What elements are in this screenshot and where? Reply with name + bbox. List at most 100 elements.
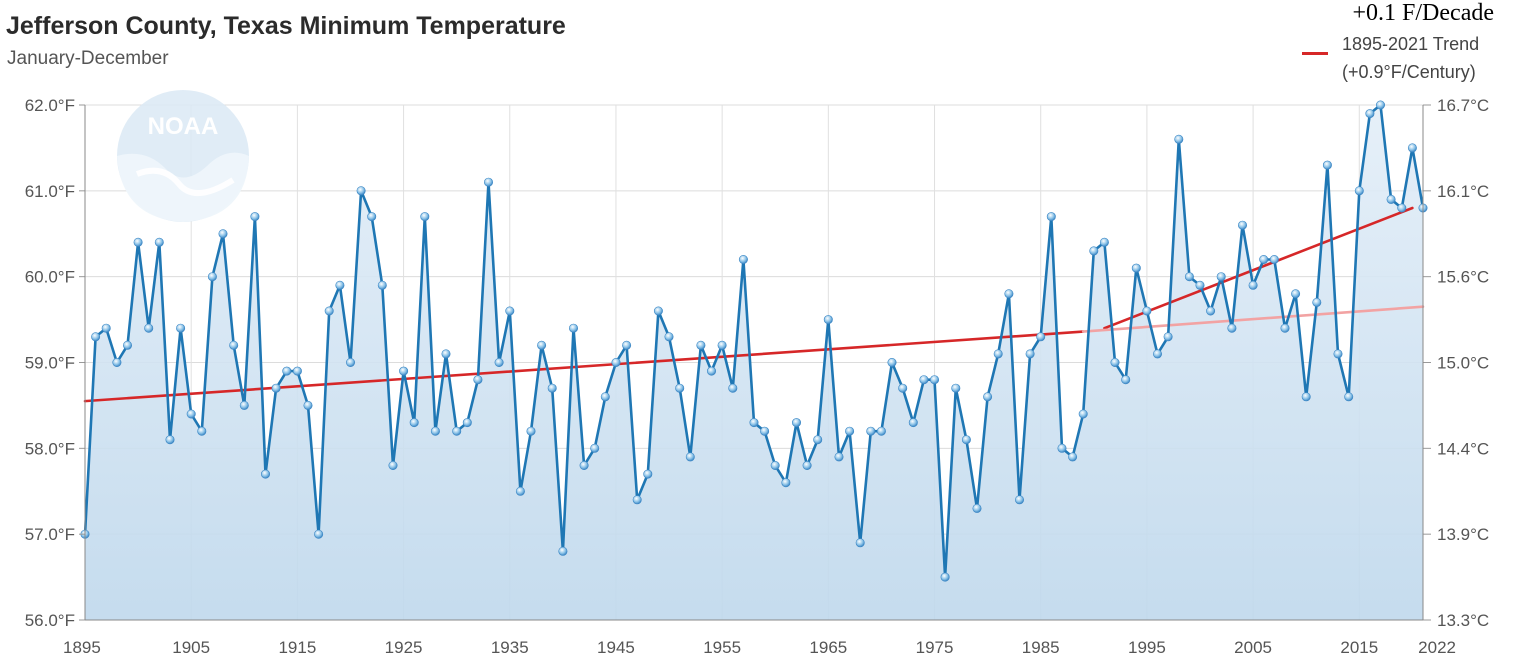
data-point	[898, 383, 908, 393]
data-point	[961, 435, 971, 445]
y-tick-label-c: 16.7°C	[1437, 96, 1489, 115]
data-point	[335, 280, 345, 290]
data-point	[197, 426, 207, 436]
decade-annotation: +0.1 F/Decade	[1352, 0, 1495, 26]
data-point	[579, 460, 589, 470]
data-point	[1046, 212, 1056, 222]
x-tick-label: 1905	[172, 638, 210, 657]
data-point	[112, 357, 122, 367]
data-point	[1206, 306, 1216, 316]
data-point	[452, 426, 462, 436]
data-point	[696, 340, 706, 350]
y-tick-label-c: 13.9°C	[1437, 525, 1489, 544]
data-point	[483, 177, 493, 187]
data-point	[547, 383, 557, 393]
data-point	[1089, 246, 1099, 256]
data-point	[802, 460, 812, 470]
data-point	[229, 340, 239, 350]
logo-text: NOAA	[148, 113, 219, 140]
data-point	[845, 426, 855, 436]
data-point	[1280, 323, 1290, 333]
chart-title: Jefferson County, Texas Minimum Temperat…	[6, 12, 566, 40]
trend-line	[83, 330, 1085, 403]
data-point	[1248, 280, 1258, 290]
data-point	[675, 383, 685, 393]
data-point	[1174, 134, 1184, 144]
data-point	[239, 400, 249, 410]
x-tick-label: 2022	[1418, 638, 1456, 657]
data-point	[738, 255, 748, 265]
data-point	[590, 443, 600, 453]
data-point	[1184, 272, 1194, 282]
y-tick-label-c: 13.3°C	[1437, 611, 1489, 630]
data-point	[356, 186, 366, 196]
data-point	[855, 538, 865, 548]
data-point	[1014, 495, 1024, 505]
x-tick-label: 1935	[491, 638, 529, 657]
trend-line	[1103, 206, 1414, 330]
legend-entry-detail: (+0.9°F/Century)	[1342, 62, 1476, 82]
trend-lines	[83, 206, 1425, 403]
data-point	[420, 212, 430, 222]
data-point	[505, 306, 515, 316]
data-point	[951, 383, 961, 393]
data-point	[728, 383, 738, 393]
x-tick-label: 1965	[809, 638, 847, 657]
data-point	[749, 418, 759, 428]
data-point	[91, 332, 101, 342]
y-tick-label-c: 15.6°C	[1437, 268, 1489, 287]
data-point	[823, 315, 833, 325]
data-point	[1397, 203, 1407, 213]
data-point	[664, 332, 674, 342]
data-point	[1407, 143, 1417, 153]
data-point	[685, 452, 695, 462]
data-point	[1291, 289, 1301, 299]
x-tick-label: 2015	[1340, 638, 1378, 657]
data-point	[653, 306, 663, 316]
data-point	[972, 503, 982, 513]
data-point	[1312, 297, 1322, 307]
data-point	[887, 357, 897, 367]
data-point	[303, 400, 313, 410]
data-point	[1078, 409, 1088, 419]
data-point	[494, 357, 504, 367]
data-point	[218, 229, 228, 239]
data-point	[271, 383, 281, 393]
data-point	[1110, 357, 1120, 367]
data-point	[1301, 392, 1311, 402]
data-point	[123, 340, 133, 350]
data-point	[717, 340, 727, 350]
legend-entry-name: 1895-2021 Trend	[1342, 34, 1480, 54]
data-point	[154, 237, 164, 247]
data-point	[834, 452, 844, 462]
y-axis-right-ticks: 13.3°C 13.9°C 14.4°C 15.0°C 15.6°C 16.1°C 16.7…	[1437, 96, 1489, 630]
y-tick-label-f: 58.0°F	[25, 439, 75, 458]
x-axis-ticks: 1895 1905 1915 1925 1935 1945 1955 1965 1975 1985…	[63, 638, 1456, 657]
data-point	[1025, 349, 1035, 359]
data-point	[1121, 375, 1131, 385]
data-point	[1036, 332, 1046, 342]
y-tick-label-f: 62.0°F	[25, 96, 75, 115]
data-point	[1163, 332, 1173, 342]
data-point	[632, 495, 642, 505]
data-point	[101, 323, 111, 333]
data-point	[1068, 452, 1078, 462]
legend-swatch-trend	[1302, 52, 1328, 55]
chart-subtitle: January-December	[7, 48, 169, 69]
data-point	[558, 546, 568, 556]
data-point	[1259, 255, 1269, 265]
data-point	[781, 478, 791, 488]
data-point	[345, 357, 355, 367]
noaa-logo-icon: NOAA	[117, 90, 249, 222]
data-point	[409, 418, 419, 428]
data-point	[176, 323, 186, 333]
data-point	[791, 418, 801, 428]
area-fill	[85, 105, 1423, 620]
x-tick-label: 1945	[597, 638, 635, 657]
axes	[79, 104, 1431, 621]
x-tick-label: 1915	[278, 638, 316, 657]
y-tick-label-c: 16.1°C	[1437, 182, 1489, 201]
data-point	[314, 529, 324, 539]
data-point	[399, 366, 409, 376]
